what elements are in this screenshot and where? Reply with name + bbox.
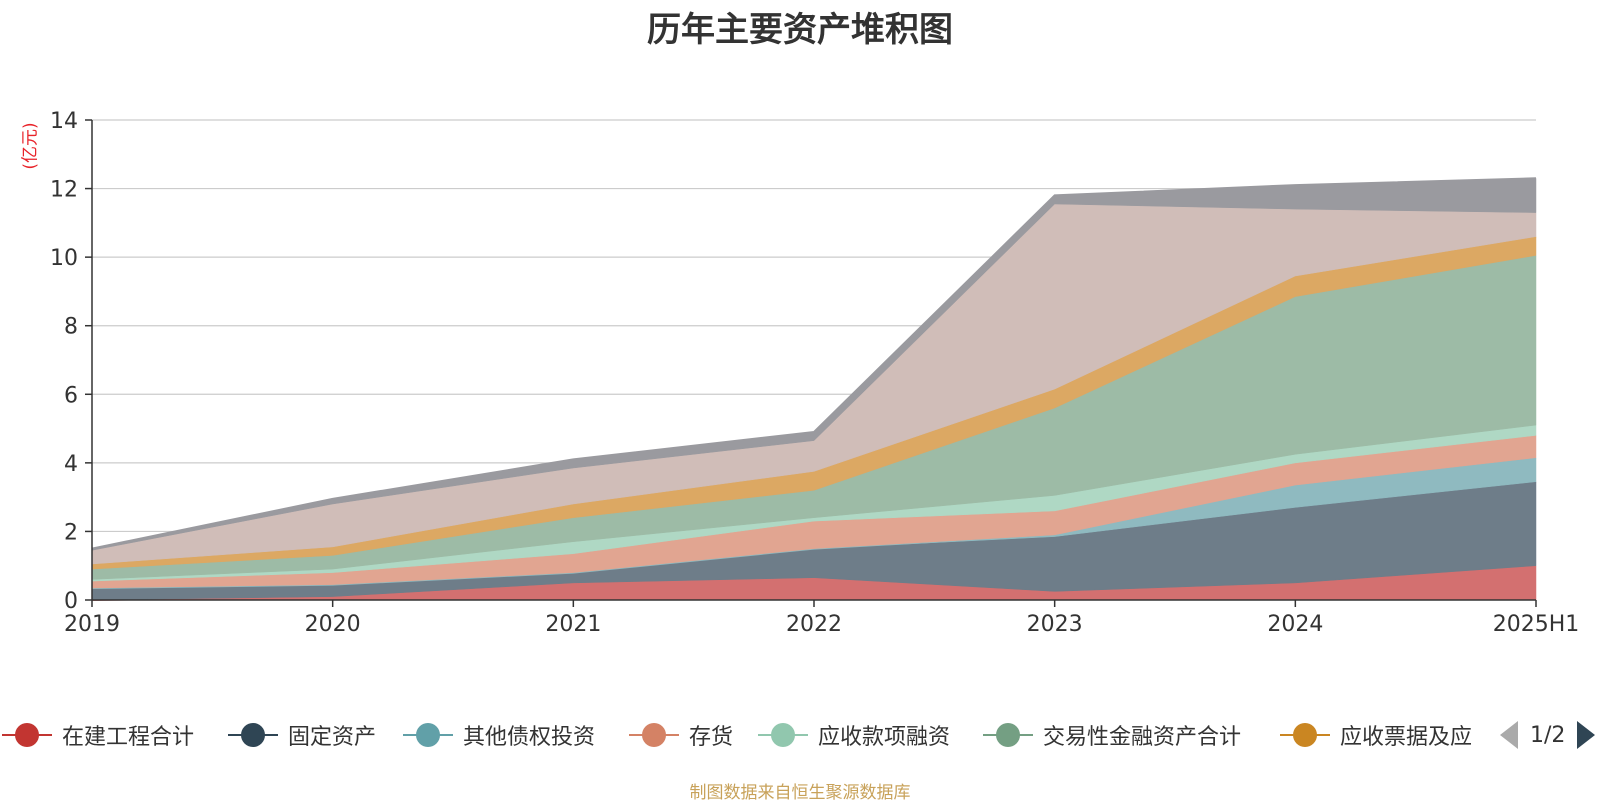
- area-series: [91, 177, 1537, 601]
- legend-label: 应收票据及应: [1340, 725, 1473, 750]
- legend-item[interactable]: 其他债权投资: [403, 715, 595, 755]
- y-tick-label: 6: [64, 383, 78, 408]
- pager-text: 1/2: [1530, 722, 1566, 748]
- data-source-note: 制图数据来自恒生聚源数据库: [689, 783, 911, 803]
- pager-prev-icon[interactable]: [1500, 721, 1518, 749]
- legend-marker-icon: [983, 720, 1033, 750]
- x-tick-label: 2024: [1267, 612, 1323, 637]
- x-tick-label: 2022: [786, 612, 842, 637]
- legend-marker-icon: [629, 720, 679, 750]
- legend-label: 在建工程合计: [62, 725, 195, 750]
- stacked-area-chart: 0 2 4 6 8 10 12 14 2019 2020 2021 2022 2023 2024 2025H…: [50, 109, 1579, 637]
- x-tick-label: 2020: [305, 612, 361, 637]
- legend-item[interactable]: 交易性金融资产合计: [983, 715, 1241, 755]
- x-tick-label: 2023: [1027, 612, 1083, 637]
- legend-label: 存货: [689, 725, 734, 750]
- pager-next-icon[interactable]: [1577, 721, 1596, 749]
- legend-item[interactable]: 应收票据及应: [1280, 715, 1472, 755]
- legend: 在建工程合计 固定资产 其他债权投资 存货 应收款项融资 交易性金融资产合计 应收票据及应: [0, 715, 1600, 755]
- legend-item[interactable]: 固定资产: [228, 715, 376, 755]
- legend-item[interactable]: 存货: [629, 715, 733, 755]
- legend-pager: 1/2: [1500, 715, 1596, 755]
- y-tick-label: 0: [64, 589, 78, 614]
- legend-item[interactable]: 在建工程合计: [2, 715, 194, 755]
- y-tick-label: 14: [50, 109, 78, 134]
- legend-label: 交易性金融资产合计: [1043, 725, 1242, 750]
- y-tick-label: 2: [64, 520, 78, 545]
- legend-item[interactable]: 应收款项融资: [758, 715, 950, 755]
- area-series-edge-8: [91, 177, 1537, 550]
- x-tick-label: 2019: [64, 612, 120, 637]
- chart-title: 历年主要资产堆积图: [647, 10, 953, 50]
- legend-marker-icon: [403, 720, 453, 750]
- legend-label: 其他债权投资: [463, 725, 596, 750]
- axes: 0 2 4 6 8 10 12 14 2019 2020 2021 2022 2023 2024 2025H…: [50, 109, 1579, 637]
- legend-marker-icon: [1280, 720, 1330, 750]
- legend-label: 应收款项融资: [818, 725, 951, 750]
- y-tick-label: 12: [50, 178, 78, 203]
- legend-marker-icon: [228, 720, 278, 750]
- y-tick-label: 10: [50, 246, 78, 271]
- y-tick-label: 8: [64, 315, 78, 340]
- legend-label: 固定资产: [288, 725, 377, 750]
- y-tick-label: 4: [64, 452, 78, 477]
- x-tick-label: 2021: [545, 612, 601, 637]
- x-tick-label: 2025H1: [1493, 612, 1580, 637]
- legend-marker-icon: [758, 720, 808, 750]
- legend-marker-icon: [2, 720, 52, 750]
